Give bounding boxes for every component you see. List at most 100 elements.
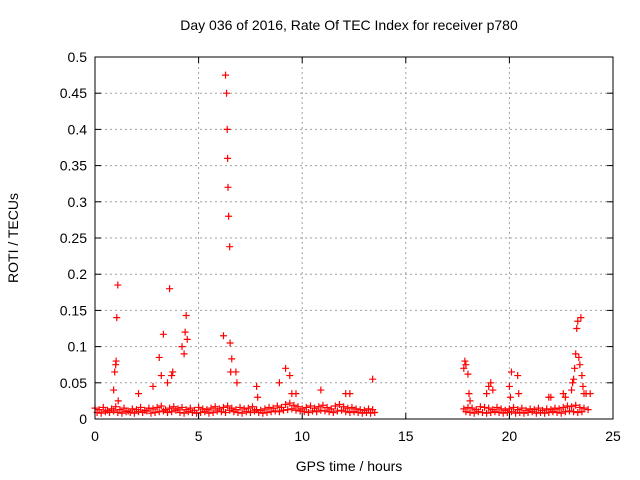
data-point	[226, 243, 234, 251]
data-point	[130, 409, 138, 417]
data-point	[561, 408, 569, 416]
data-point	[321, 407, 329, 415]
data-point	[487, 379, 495, 387]
data-point	[338, 406, 346, 414]
data-point	[153, 403, 161, 411]
data-point	[576, 403, 584, 411]
data-point	[503, 408, 511, 416]
data-point	[346, 390, 354, 398]
y-tick-label: 0.25	[60, 230, 87, 246]
y-tick-label: 0.05	[60, 375, 87, 391]
data-point	[565, 407, 573, 415]
data-point	[579, 382, 587, 390]
data-point	[166, 285, 174, 293]
data-point	[168, 372, 176, 380]
data-point	[485, 382, 493, 390]
data-point	[464, 403, 472, 411]
data-point	[570, 408, 578, 416]
data-point	[466, 397, 474, 405]
data-point	[547, 393, 555, 401]
data-point	[219, 403, 227, 411]
data-point	[344, 404, 352, 412]
data-point	[97, 409, 105, 417]
data-point	[224, 402, 232, 410]
data-point	[462, 408, 470, 416]
data-point	[170, 403, 178, 411]
data-point	[267, 408, 275, 416]
data-point	[460, 364, 468, 372]
data-point	[481, 403, 489, 411]
data-point	[112, 403, 120, 411]
data-point	[113, 314, 121, 322]
data-point	[572, 401, 580, 409]
data-point	[510, 403, 518, 411]
data-point	[340, 403, 348, 411]
data-point	[201, 408, 209, 416]
data-point	[512, 409, 520, 417]
data-point	[570, 375, 578, 383]
data-point	[462, 361, 470, 369]
data-point	[197, 408, 205, 416]
data-point	[317, 386, 325, 394]
x-tick-label: 25	[605, 428, 621, 444]
data-point	[106, 408, 114, 416]
data-point	[354, 408, 362, 416]
y-axis-title: ROTI / TECUs	[5, 193, 21, 283]
data-point	[226, 406, 234, 414]
data-point	[505, 382, 513, 390]
data-point	[476, 403, 484, 411]
data-point	[195, 403, 203, 411]
data-point	[553, 408, 561, 416]
data-point	[580, 404, 588, 412]
data-point	[485, 404, 493, 412]
data-point	[534, 404, 542, 412]
data-point	[578, 408, 586, 416]
data-point	[164, 379, 172, 387]
data-point	[169, 368, 177, 376]
data-point	[329, 408, 337, 416]
data-point	[219, 332, 227, 340]
data-point	[143, 407, 151, 415]
data-point	[282, 364, 290, 372]
data-point	[122, 408, 130, 416]
y-tick-label: 0.35	[60, 158, 87, 174]
data-point	[516, 408, 524, 416]
data-point	[292, 406, 300, 414]
data-point	[99, 403, 107, 411]
y-tick-label: 0.3	[68, 194, 88, 210]
data-point	[139, 408, 147, 416]
data-point	[280, 406, 288, 414]
data-point	[180, 409, 188, 417]
data-point	[292, 390, 300, 398]
data-point	[209, 408, 217, 416]
data-point	[157, 402, 165, 410]
data-point	[114, 408, 122, 416]
data-point	[532, 409, 540, 417]
data-point	[331, 402, 339, 410]
data-point	[286, 372, 294, 380]
y-tick-label: 0	[79, 411, 87, 427]
data-point	[155, 408, 163, 416]
data-point	[348, 403, 356, 411]
data-point	[302, 403, 310, 411]
data-point	[261, 405, 269, 413]
data-point	[126, 408, 134, 416]
data-point	[244, 404, 252, 412]
data-point	[149, 382, 157, 390]
data-point	[518, 404, 526, 412]
data-point	[499, 409, 507, 417]
data-point	[515, 390, 523, 398]
x-tick-label: 5	[195, 428, 203, 444]
data-point	[224, 154, 232, 162]
data-point	[549, 408, 557, 416]
data-point	[466, 408, 474, 416]
data-point	[178, 403, 186, 411]
data-point	[223, 125, 231, 133]
data-point	[342, 408, 350, 416]
data-point	[265, 403, 273, 411]
data-point	[563, 402, 571, 410]
data-point	[238, 409, 246, 417]
data-point	[362, 408, 370, 416]
